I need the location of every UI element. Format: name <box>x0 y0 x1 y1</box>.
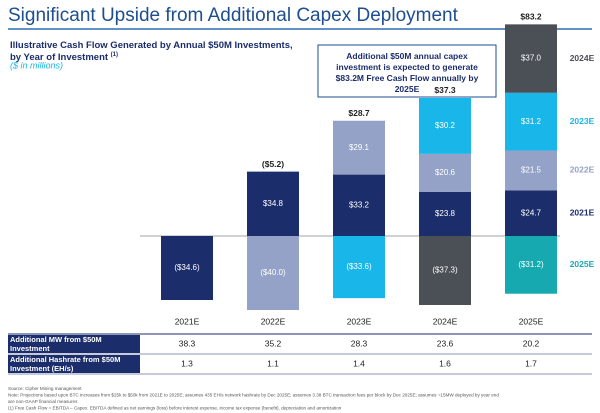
x-tick-label: 2024E <box>433 316 458 326</box>
row-header: Additional MW from $50M Investment <box>10 335 102 353</box>
bar-segment <box>419 153 471 192</box>
callout-text: Additional $50M annual capex investment i… <box>336 51 479 94</box>
table-cell: 1.6 <box>439 358 451 368</box>
table-cell: 20.2 <box>523 338 540 348</box>
x-tick-label: 2025E <box>519 316 544 326</box>
bar-segment <box>333 120 385 175</box>
value-label: ($33.6) <box>346 262 372 271</box>
bar-segment <box>419 236 471 306</box>
chart: ($34.6) $34.8 $33.2 $23.8 $24.7 ($40.0) $29.1 $… <box>140 12 595 326</box>
table-cell: 35.2 <box>265 338 282 348</box>
value-label: $37.0 <box>521 54 542 63</box>
table-cell: 1.7 <box>525 358 537 368</box>
total-label: ($5.2) <box>262 159 284 169</box>
value-label: $34.8 <box>263 199 284 208</box>
total-label: $28.7 <box>348 108 370 118</box>
legend-label: 2025E <box>570 259 595 269</box>
value-label: $31.2 <box>521 117 542 126</box>
bar-segment <box>505 24 557 93</box>
footnote: (1) Free Cash Flow = EBITDA – Capex. EBI… <box>8 406 342 411</box>
row-header: Additional Hashrate from $50M Investment … <box>10 355 120 373</box>
subtitle: Illustrative Cash Flow Generated by Annu… <box>10 40 293 63</box>
total-label: $37.3 <box>434 85 456 95</box>
value-label: $24.7 <box>521 208 542 217</box>
value-label: $20.6 <box>435 168 456 177</box>
x-tick-label: 2023E <box>347 316 372 326</box>
footnote: Source: Cipher Mining management <box>8 386 82 391</box>
bar-segment <box>247 171 299 236</box>
legend-label: 2024E <box>570 53 595 63</box>
total-label: $83.2 <box>520 12 542 22</box>
table-cell: 38.3 <box>179 338 196 348</box>
legend-label: 2022E <box>570 165 595 175</box>
bar-segment <box>505 236 557 294</box>
value-label: ($37.3) <box>432 266 458 275</box>
value-label: $23.8 <box>435 209 456 218</box>
value-label: ($34.6) <box>174 263 200 272</box>
footnotes: Source: Cipher Mining management Note: Pr… <box>8 386 499 411</box>
slide-title: Significant Upside from Additional Capex… <box>8 5 459 26</box>
table-cell: 1.4 <box>353 358 365 368</box>
value-label: $21.5 <box>521 166 542 175</box>
table-cell: 1.3 <box>181 358 193 368</box>
x-tick-label: 2022E <box>261 316 286 326</box>
bar-segment <box>419 191 471 236</box>
bar-segment <box>161 236 213 301</box>
table-cell: 23.6 <box>437 338 454 348</box>
value-label: ($40.0) <box>260 268 286 277</box>
value-label: ($31.2) <box>518 260 544 269</box>
x-tick-label: 2021E <box>175 316 200 326</box>
bar-segment <box>505 92 557 151</box>
callout-box <box>317 44 497 98</box>
footnote: are non-GAAP financial measures <box>8 399 78 404</box>
bar-segment <box>419 97 471 154</box>
value-label: $29.1 <box>349 143 370 152</box>
row-header-bg <box>8 335 140 353</box>
bar-segment <box>505 150 557 191</box>
legend-label: 2023E <box>570 116 595 126</box>
bar-segment <box>247 236 299 310</box>
bar-segment <box>333 174 385 236</box>
subtitle-note: (1) <box>111 52 118 58</box>
table-cell: 1.1 <box>267 358 279 368</box>
table-cell: 28.3 <box>351 338 368 348</box>
row-header-bg <box>8 355 140 373</box>
value-label: $30.2 <box>435 121 456 130</box>
unit-note: ($ in millions) <box>10 60 63 70</box>
bar-segment <box>333 236 385 299</box>
value-label: $33.2 <box>349 200 370 209</box>
data-table: Additional MW from $50M Investment 38.3 35.… <box>8 333 592 375</box>
bar-segment <box>505 190 557 236</box>
footnote: Note: Projections based upon BTC increas… <box>8 393 499 398</box>
legend-label: 2021E <box>570 207 595 217</box>
